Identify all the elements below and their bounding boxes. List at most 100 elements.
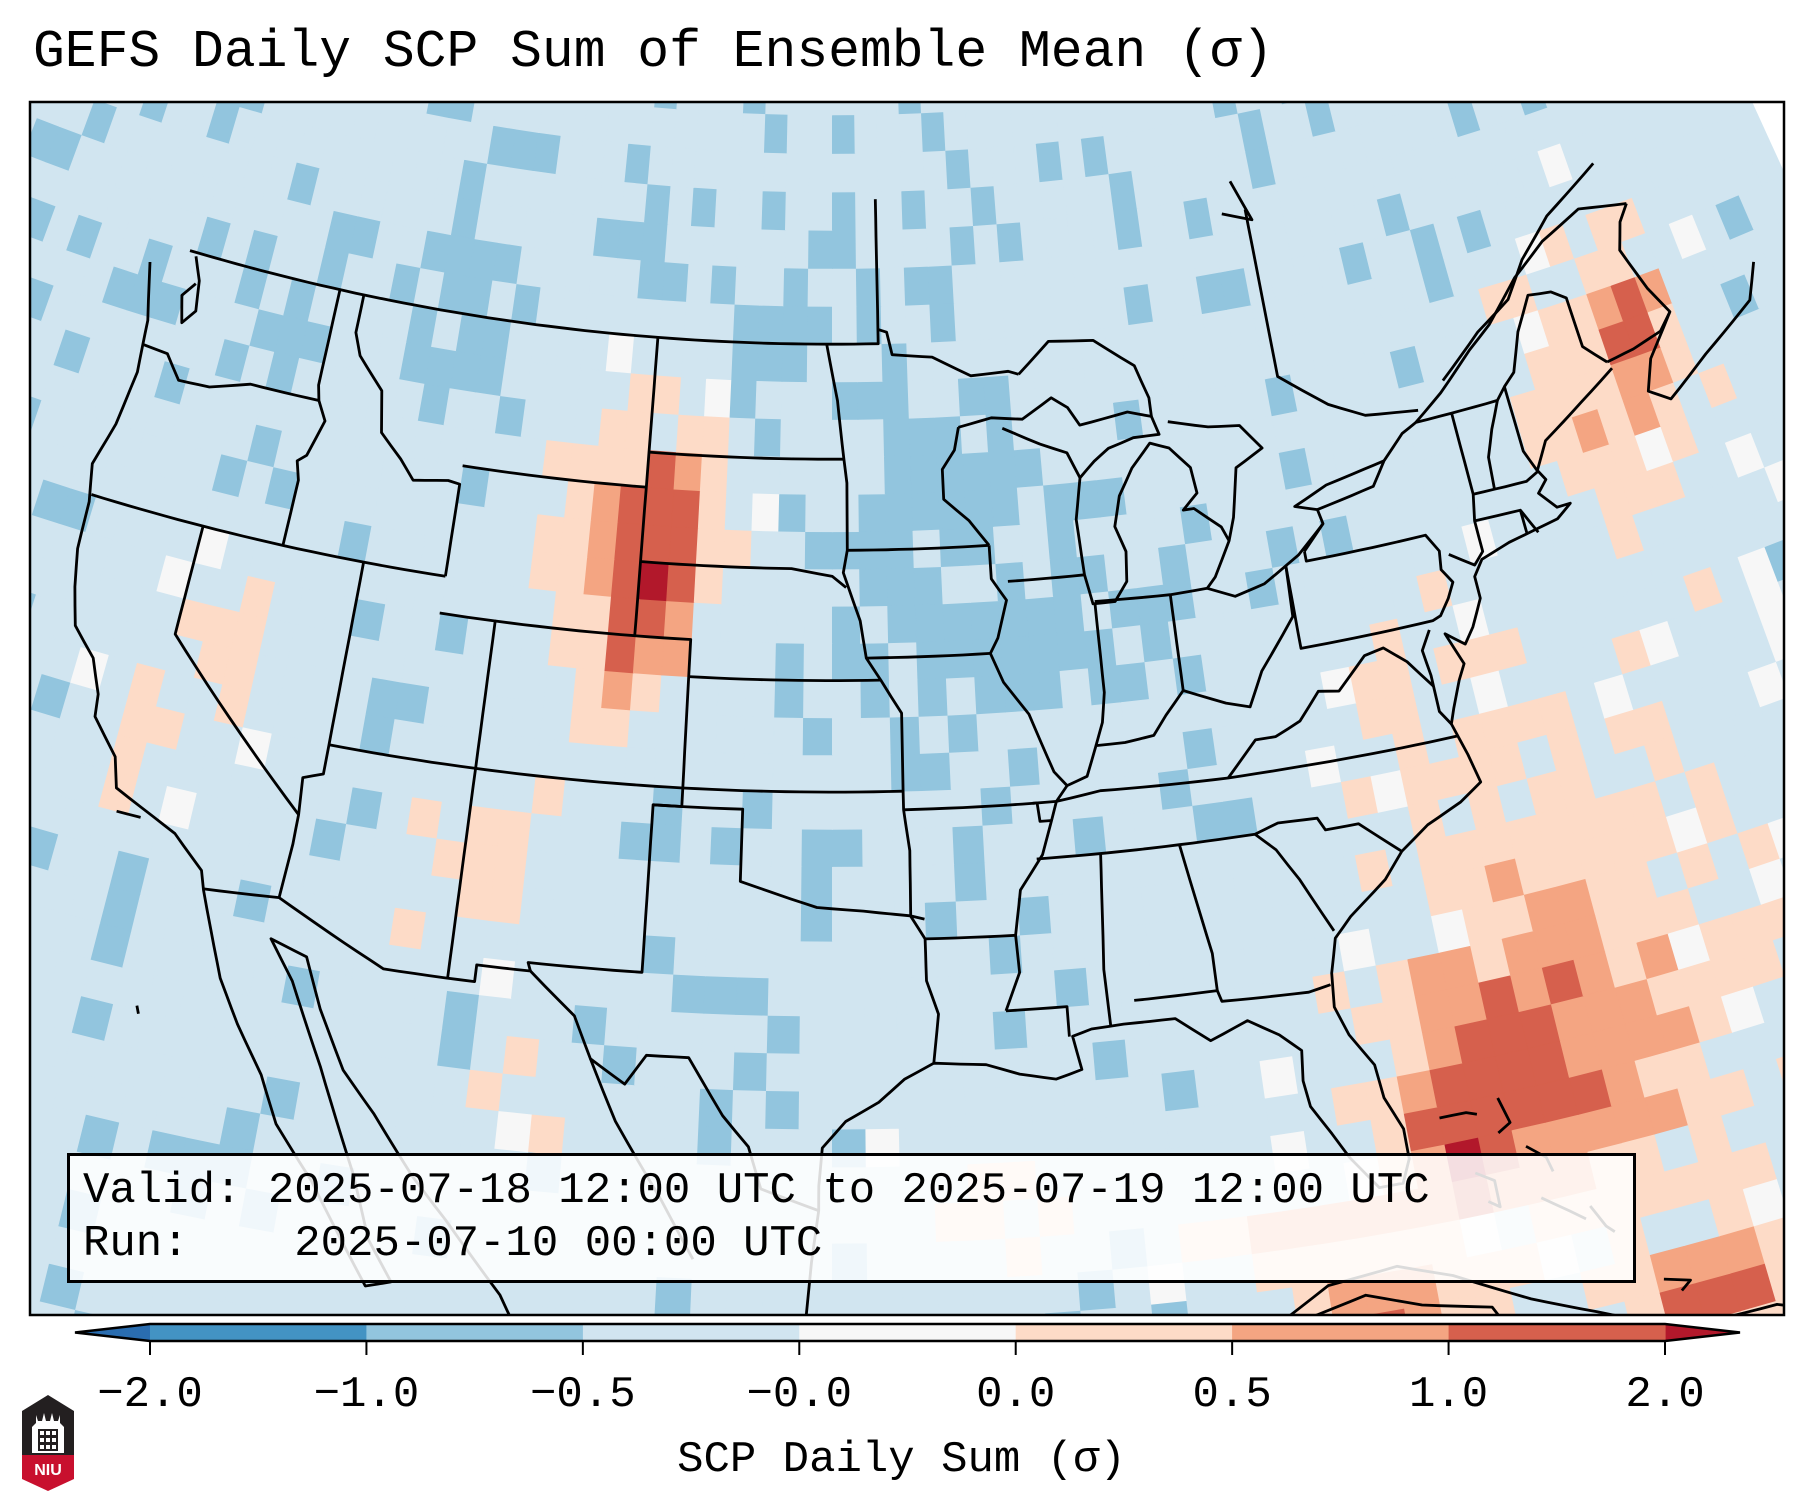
grid-cell [683,750,716,790]
grid-cell [987,102,1011,110]
colorbar-tick-label: −0.0 [746,1370,853,1420]
grid-cell [671,973,706,1014]
grid-cell [1079,889,1115,931]
grid-cell [992,1009,1029,1050]
grid-cell [1062,1079,1100,1121]
grid-cell [911,491,941,531]
grid-cell [345,975,385,1020]
grid-cell [628,104,656,146]
grid-cell [1106,849,1142,891]
grid-cell [0,621,25,666]
grid-cell [1772,737,1784,775]
grid-cell [1095,476,1128,518]
grid-cell [1029,1081,1067,1123]
grid-cell [1762,378,1784,423]
grid-cell [1095,1076,1134,1118]
grid-cell [952,824,986,865]
grid-cell [1189,102,1217,123]
boundary-mt-wy [462,464,647,489]
colorbar-tick-label: 0.0 [976,1370,1056,1420]
grid-cell [693,148,720,190]
grid-cell [538,102,566,137]
grid-cell [1045,855,1080,896]
grid-cell [958,973,994,1014]
grid-cell [478,957,516,999]
grid-cell [967,146,995,188]
grid-cell [612,895,648,936]
grid-cell [564,479,596,521]
grid-cell [661,261,690,302]
grid-cell [400,833,438,876]
grid-cell [452,502,486,545]
grid-cell [706,900,741,941]
grid-cell [1764,1015,1784,1060]
grid-cell [546,401,578,444]
grid-cell [964,102,989,111]
grid-cell [1069,778,1104,820]
grid-cell [102,102,120,108]
grid-cell [432,1064,471,1108]
grid-cell [762,151,788,192]
grid-cell [970,185,998,227]
grid-cell [1184,990,1223,1033]
grid-cell [1556,55,1591,99]
grid-cell [1052,593,1086,634]
grid-cell [832,267,858,307]
grid-cell [862,828,894,867]
grid-cell [902,1279,940,1315]
boundary-ne-ks [688,675,881,682]
grid-cell [1447,102,1482,138]
boundary-ny-nj-ct [1448,412,1485,567]
grid-cell [1048,892,1084,934]
grid-cell [1017,895,1053,936]
grid-cell [942,601,974,642]
grid-cell [992,524,1024,565]
grid-cell [544,56,571,97]
grid-cell [515,435,548,478]
grid-cell [1763,458,1784,503]
grid-cell [382,102,407,110]
grid-cell [1075,852,1111,894]
grid-cell [604,633,637,674]
valid-info-box: Valid: 2025-07-18 12:00 UTC to 2025-07-1… [67,1153,1636,1283]
grid-cell [601,670,634,711]
grid-cell [609,932,645,973]
grid-cell [1764,538,1784,582]
grid-cell [366,1055,406,1099]
grid-cell [1281,102,1314,142]
grid-cell [731,1089,767,1129]
boundary-mn-ia-mo [847,543,990,552]
grid-cell [808,191,833,231]
grid-cell [1788,1084,1803,1131]
grid-cell [668,525,699,566]
grid-cell [881,342,909,382]
boundary-ia-mo [866,652,991,660]
grid-cell [899,151,926,192]
grid-cell [30,434,31,436]
grid-cell [0,816,29,861]
grid-cell [1002,672,1035,713]
grid-cell [1724,102,1754,117]
grid-cell [598,407,629,449]
grid-cell [689,639,721,679]
grid-cell [675,413,705,454]
colorbar-bin [1015,1324,1233,1341]
grid-cell [1672,102,1710,136]
grid-cell [483,919,521,962]
grid-cell [641,524,672,565]
logo-text: NIU [34,1462,62,1479]
grid-cell [1776,215,1784,236]
grid-cell [832,229,857,269]
grid-cell [1031,102,1055,106]
grid-cell [753,417,782,457]
grid-cell [1775,658,1784,684]
grid-cell [901,189,927,230]
grid-cell [426,102,453,119]
grid-cell [920,111,947,152]
grid-cell [801,865,833,905]
grid-cell [1237,906,1276,950]
grid-cell [1296,56,1327,99]
grid-cell [573,176,603,218]
boundary-wi-mi-up [1001,427,1082,479]
grid-cell [542,963,580,1006]
